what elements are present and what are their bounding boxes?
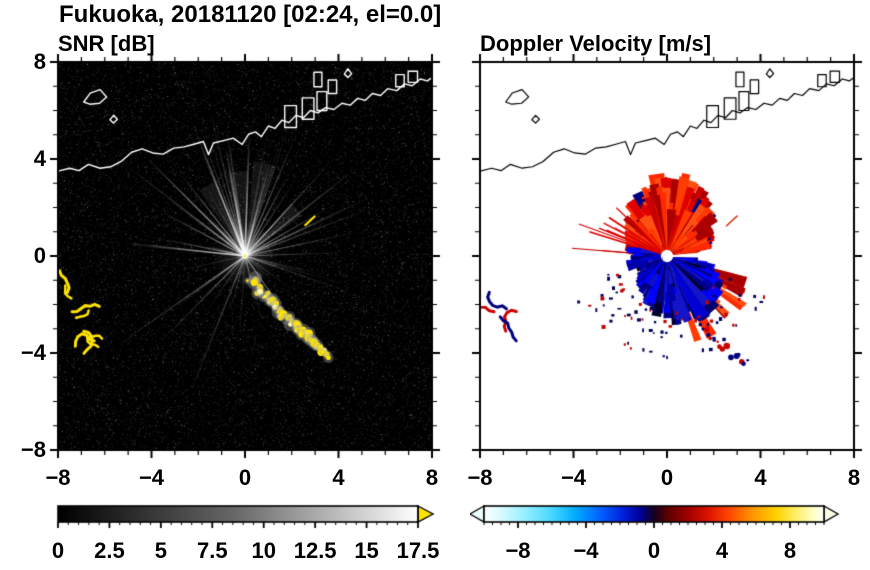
doppler-radar-ppi-plot	[470, 52, 864, 460]
snr-colorbar-tick-label: 17.5	[396, 538, 440, 563]
snr-panel-title: SNR [dB]	[58, 31, 155, 56]
snr-y-tick-label: −4	[20, 340, 46, 365]
snr-x-tick-label: −8	[45, 465, 71, 490]
doppler-x-tick-label: −8	[467, 465, 493, 490]
snr-colorbar-tick-label: 0	[51, 538, 65, 563]
snr-y-tick-label: 4	[33, 146, 46, 171]
doppler-x-tick-label: 0	[660, 465, 674, 490]
snr-colorbar-tick-label: 5	[154, 538, 167, 563]
snr-y-tick-label: −8	[20, 437, 46, 462]
snr-x-tick-label: 4	[332, 465, 345, 490]
doppler-colorbar	[470, 500, 870, 534]
doppler-x-tick-label: 8	[847, 465, 861, 490]
snr-x-tick-label: −4	[138, 465, 165, 490]
snr-colorbar	[48, 500, 442, 534]
snr-colorbar-tick-label: 12.5	[293, 538, 337, 563]
snr-colorbar-tick-label: 15	[354, 538, 379, 563]
snr-y-tick-label: 0	[33, 243, 46, 268]
doppler-x-tick-label: 4	[754, 465, 767, 490]
doppler-x-tick-label: −4	[560, 465, 587, 490]
page-title: Fukuoka, 20181120 [02:24, el=0.0]	[59, 1, 442, 28]
snr-y-tick-label: 8	[33, 49, 46, 74]
doppler-colorbar-tick-label: −4	[573, 538, 599, 563]
snr-colorbar-tick-label: 2.5	[94, 538, 125, 563]
snr-colorbar-tick-label: 10	[251, 538, 276, 563]
snr-colorbar-tick-label: 7.5	[196, 538, 228, 563]
doppler-colorbar-tick-label: 8	[783, 538, 797, 563]
doppler-colorbar-tick-label: 0	[647, 538, 661, 563]
doppler-colorbar-tick-label: −8	[505, 538, 531, 563]
snr-x-tick-label: 8	[425, 465, 439, 490]
doppler-colorbar-tick-label: 4	[715, 538, 729, 563]
snr-radar-ppi-plot	[48, 52, 442, 460]
snr-x-tick-label: 0	[238, 465, 252, 490]
doppler-panel-title: Doppler Velocity [m/s]	[480, 31, 712, 56]
